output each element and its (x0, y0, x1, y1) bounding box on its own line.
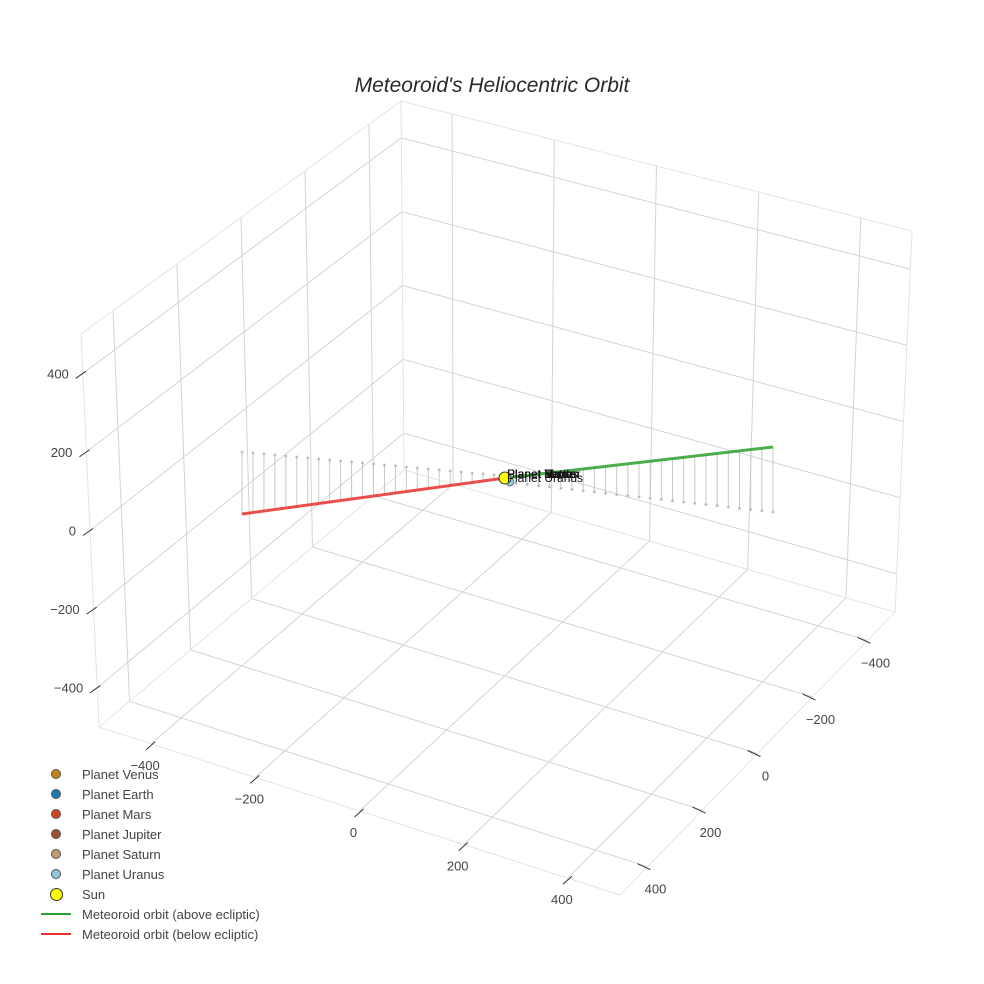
legend-label: Planet Mars (82, 806, 152, 822)
y-tick-label: −400 (861, 655, 890, 670)
legend-item[interactable]: Planet Saturn (38, 844, 260, 864)
legend-label: Meteoroid orbit (above ecliptic) (82, 906, 260, 922)
line-swatch-icon (38, 904, 74, 924)
x-tick-label: 200 (447, 859, 469, 874)
marker-swatch-icon (38, 884, 74, 904)
legend-label: Planet Uranus (82, 866, 165, 882)
planet-label: Planet Uranus (507, 471, 583, 485)
legend-item[interactable]: Planet Venus (38, 764, 260, 784)
marker-swatch-icon (38, 844, 74, 864)
legend-item[interactable]: Planet Earth (38, 784, 260, 804)
planet-label: Planet Mars (507, 467, 571, 481)
y-tick-label: 0 (762, 769, 769, 784)
legend-label: Planet Earth (82, 786, 154, 802)
y-tick-label: −200 (806, 712, 835, 727)
legend: Planet Venus Planet Earth Planet Mars Plane… (38, 764, 260, 944)
y-tick-label: 200 (700, 825, 722, 840)
legend-item[interactable]: Planet Mars (38, 804, 260, 824)
line-swatch-icon (38, 924, 74, 944)
marker-swatch-icon (38, 864, 74, 884)
drop-lines (240, 447, 775, 514)
z-tick-label: 200 (51, 445, 73, 460)
axis-ticks (75, 370, 871, 885)
axis-tick-labels: 400 200 0 −200 −400 −400 −200 0 200 400 −400 −200 0 2… (47, 366, 890, 907)
x-tick-label: 400 (551, 892, 573, 907)
marker-swatch-icon (38, 784, 74, 804)
marker-swatch-icon (38, 764, 74, 784)
legend-label: Sun (82, 886, 106, 902)
z-tick-label: 0 (69, 524, 76, 539)
chart-title: Meteoroid's Heliocentric Orbit (354, 74, 630, 97)
orbit-below-ecliptic (241, 476, 506, 516)
legend-item[interactable]: Meteoroid orbit (above ecliptic) (38, 904, 260, 924)
z-tick-label: 400 (47, 366, 69, 381)
grid-lines (80, 100, 913, 896)
marker-swatch-icon (38, 824, 74, 844)
legend-label: Planet Jupiter (82, 826, 162, 842)
sun-marker[interactable] (498, 471, 512, 485)
x-tick-label: −200 (235, 791, 264, 806)
legend-label: Meteoroid orbit (below ecliptic) (82, 926, 259, 942)
planet-label: Planet Earth (507, 467, 573, 481)
marker-swatch-icon (38, 804, 74, 824)
z-tick-label: −200 (50, 602, 79, 617)
legend-item[interactable]: Planet Uranus (38, 864, 260, 884)
y-tick-label: 400 (645, 882, 667, 897)
legend-item[interactable]: Planet Jupiter (38, 824, 260, 844)
legend-item[interactable]: Meteoroid orbit (below ecliptic) (38, 924, 260, 944)
legend-label: Planet Saturn (82, 846, 161, 862)
legend-item[interactable]: Sun (38, 884, 260, 904)
planet-label: Planet Venus (507, 467, 578, 481)
planet-label: Planet Jupiter (507, 467, 580, 481)
z-tick-label: −400 (54, 681, 83, 696)
x-tick-label: −400 (130, 758, 159, 773)
orbit-above-ecliptic (504, 445, 774, 480)
legend-label: Planet Venus (82, 766, 159, 782)
planet-label: Planet Saturn (507, 467, 580, 481)
x-tick-label: 0 (350, 825, 357, 840)
